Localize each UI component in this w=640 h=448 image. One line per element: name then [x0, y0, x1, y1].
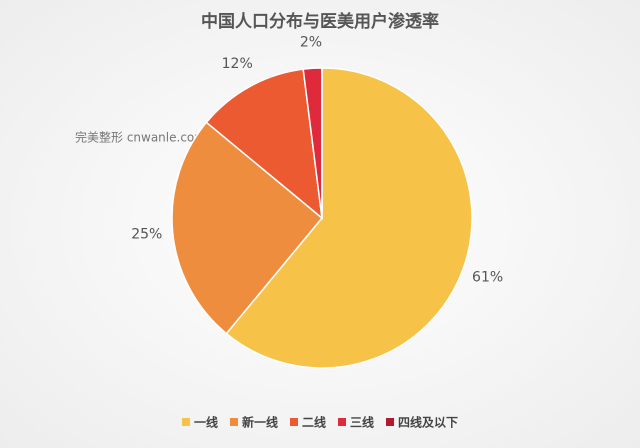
value-label: 61% [472, 270, 503, 286]
value-label: 2% [300, 34, 322, 50]
pie-slice [225, 67, 473, 369]
watermark: 完美整形 cnwanle.com [75, 130, 206, 145]
legend-swatch [181, 418, 190, 426]
value-label: 25% [131, 227, 162, 243]
legend-swatch [386, 418, 395, 426]
legend-swatch [338, 418, 347, 426]
legend-label: 三线 [350, 415, 374, 430]
legend-label: 二线 [302, 415, 326, 430]
value-label: 12% [222, 56, 253, 72]
legend: 一线 新一线 二线 三线 四线及以下 [181, 415, 458, 430]
legend-swatch [229, 418, 238, 426]
legend-label: 四线及以下 [398, 415, 458, 430]
chart-title: 中国人口分布与医美用户渗透率 [201, 11, 439, 32]
legend-label: 一线 [194, 415, 218, 430]
legend-label: 新一线 [242, 415, 278, 430]
pie-slice [171, 121, 324, 335]
pie-slice [205, 68, 323, 220]
legend-swatch [289, 418, 298, 426]
